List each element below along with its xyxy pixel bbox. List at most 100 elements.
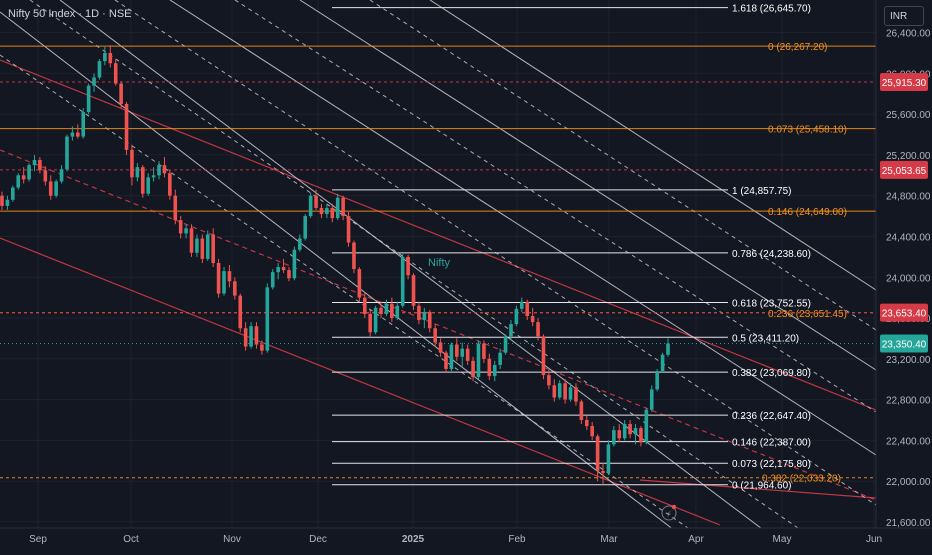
- candle-body: [411, 275, 416, 306]
- candle-body: [200, 238, 205, 259]
- fib-white-label: 0.382 (23,069.80): [732, 368, 811, 379]
- candle-body: [660, 354, 665, 372]
- candle-body: [606, 444, 611, 473]
- candle-body: [341, 197, 345, 217]
- time-axis: [0, 528, 932, 550]
- fib-white-label: 0 (21,964.60): [732, 481, 792, 492]
- candle-body: [184, 228, 188, 234]
- currency-button[interactable]: INR: [884, 6, 924, 26]
- chart-title: Nifty 50 Index · 1D · NSE: [8, 8, 132, 20]
- fib-white-label: 0.5 (23,411.20): [732, 333, 799, 344]
- candle-body: [655, 371, 659, 390]
- candle-body: [368, 313, 372, 333]
- candle-body: [384, 303, 389, 314]
- candle-body: [574, 387, 578, 402]
- candle-body: [298, 238, 302, 250]
- price-badge-label: 25,915.30: [882, 78, 927, 89]
- fib-white-label: 0.786 (24,238.60): [732, 249, 811, 260]
- trend-line-red: [0, 149, 877, 501]
- candle-body: [119, 83, 123, 104]
- candle-body: [362, 297, 367, 314]
- candle-body: [233, 281, 237, 296]
- candle-body: [601, 470, 605, 473]
- candle-body: [243, 328, 248, 347]
- candle-body: [130, 149, 134, 178]
- y-tick-label: 24,400.00: [886, 232, 931, 243]
- candle-body: [97, 61, 102, 78]
- candle-body: [205, 234, 210, 259]
- x-tick-label: Mar: [600, 534, 618, 545]
- candle-body: [509, 324, 513, 337]
- fib-orange-label: 0.146 (24,649.00): [768, 207, 847, 218]
- price-badge: [880, 334, 928, 353]
- candle-body: [59, 169, 64, 182]
- candle-body: [346, 216, 351, 243]
- x-tick-label: Sep: [29, 534, 47, 545]
- y-tick-label: 21,600.00: [886, 518, 931, 529]
- candle-body: [427, 311, 432, 329]
- candle-body: [357, 269, 362, 298]
- candle-body: [54, 181, 58, 196]
- price-badge-label: 25,053.65: [882, 166, 927, 177]
- candle-body: [81, 112, 86, 137]
- candle-body: [38, 160, 42, 171]
- trend-line-red: [0, 237, 721, 526]
- price-badge-label: 23,350.40: [882, 339, 927, 350]
- candle-body: [157, 165, 161, 176]
- channel-line-dashed: [29, 0, 831, 551]
- candle-body: [352, 242, 356, 270]
- candle-body: [146, 177, 150, 194]
- x-tick-label: 2025: [402, 534, 425, 545]
- candle-body: [390, 303, 394, 319]
- x-tick-label: Dec: [309, 534, 327, 545]
- candle-body: [547, 375, 551, 386]
- candle-body: [584, 419, 589, 427]
- channel-line: [59, 0, 791, 551]
- candle-body: [270, 272, 275, 288]
- candle-body: [65, 136, 69, 170]
- fib-white-label: 0.073 (22,175.80): [732, 459, 811, 470]
- candle-body: [644, 409, 649, 443]
- fib-white-label: 0.236 (22,647.40): [732, 411, 811, 422]
- price-badge: [880, 160, 928, 179]
- candle-body: [335, 197, 340, 219]
- candle-body: [260, 344, 264, 351]
- candle-body: [460, 348, 465, 357]
- candle-body: [211, 234, 215, 263]
- marker-dot: [671, 504, 677, 510]
- candle-body: [590, 426, 594, 437]
- candle-body: [254, 326, 259, 345]
- candle-body: [417, 305, 421, 321]
- candle-body: [227, 271, 232, 282]
- trend-line-red: [639, 479, 877, 499]
- candle-body: [173, 195, 178, 221]
- candle-body: [465, 348, 470, 361]
- candle-body: [520, 301, 524, 309]
- fib-orange-label: 0.382 (22,033.20): [762, 474, 841, 485]
- candle-body: [649, 389, 654, 410]
- candle-body: [314, 195, 318, 208]
- candle-body: [541, 336, 546, 376]
- candle-body: [579, 401, 584, 420]
- candle-body: [503, 336, 508, 353]
- candle-body: [303, 216, 308, 239]
- candle-body: [612, 430, 616, 445]
- x-tick-label: Oct: [123, 534, 139, 545]
- candle-body: [151, 175, 156, 178]
- channel-line: [429, 0, 877, 291]
- price-axis: [876, 0, 932, 550]
- candle-body: [222, 271, 226, 294]
- candle-body: [168, 173, 172, 196]
- candle-body: [492, 364, 497, 377]
- candle-body: [70, 132, 75, 137]
- y-tick-label: 26,400.00: [886, 29, 931, 40]
- series-label: Nifty: [428, 257, 451, 269]
- candle-body: [482, 343, 486, 359]
- fib-white-label: 1 (24,857.75): [732, 186, 792, 197]
- candle-body: [498, 352, 502, 365]
- candle-body: [438, 342, 443, 353]
- candle-body: [400, 256, 405, 306]
